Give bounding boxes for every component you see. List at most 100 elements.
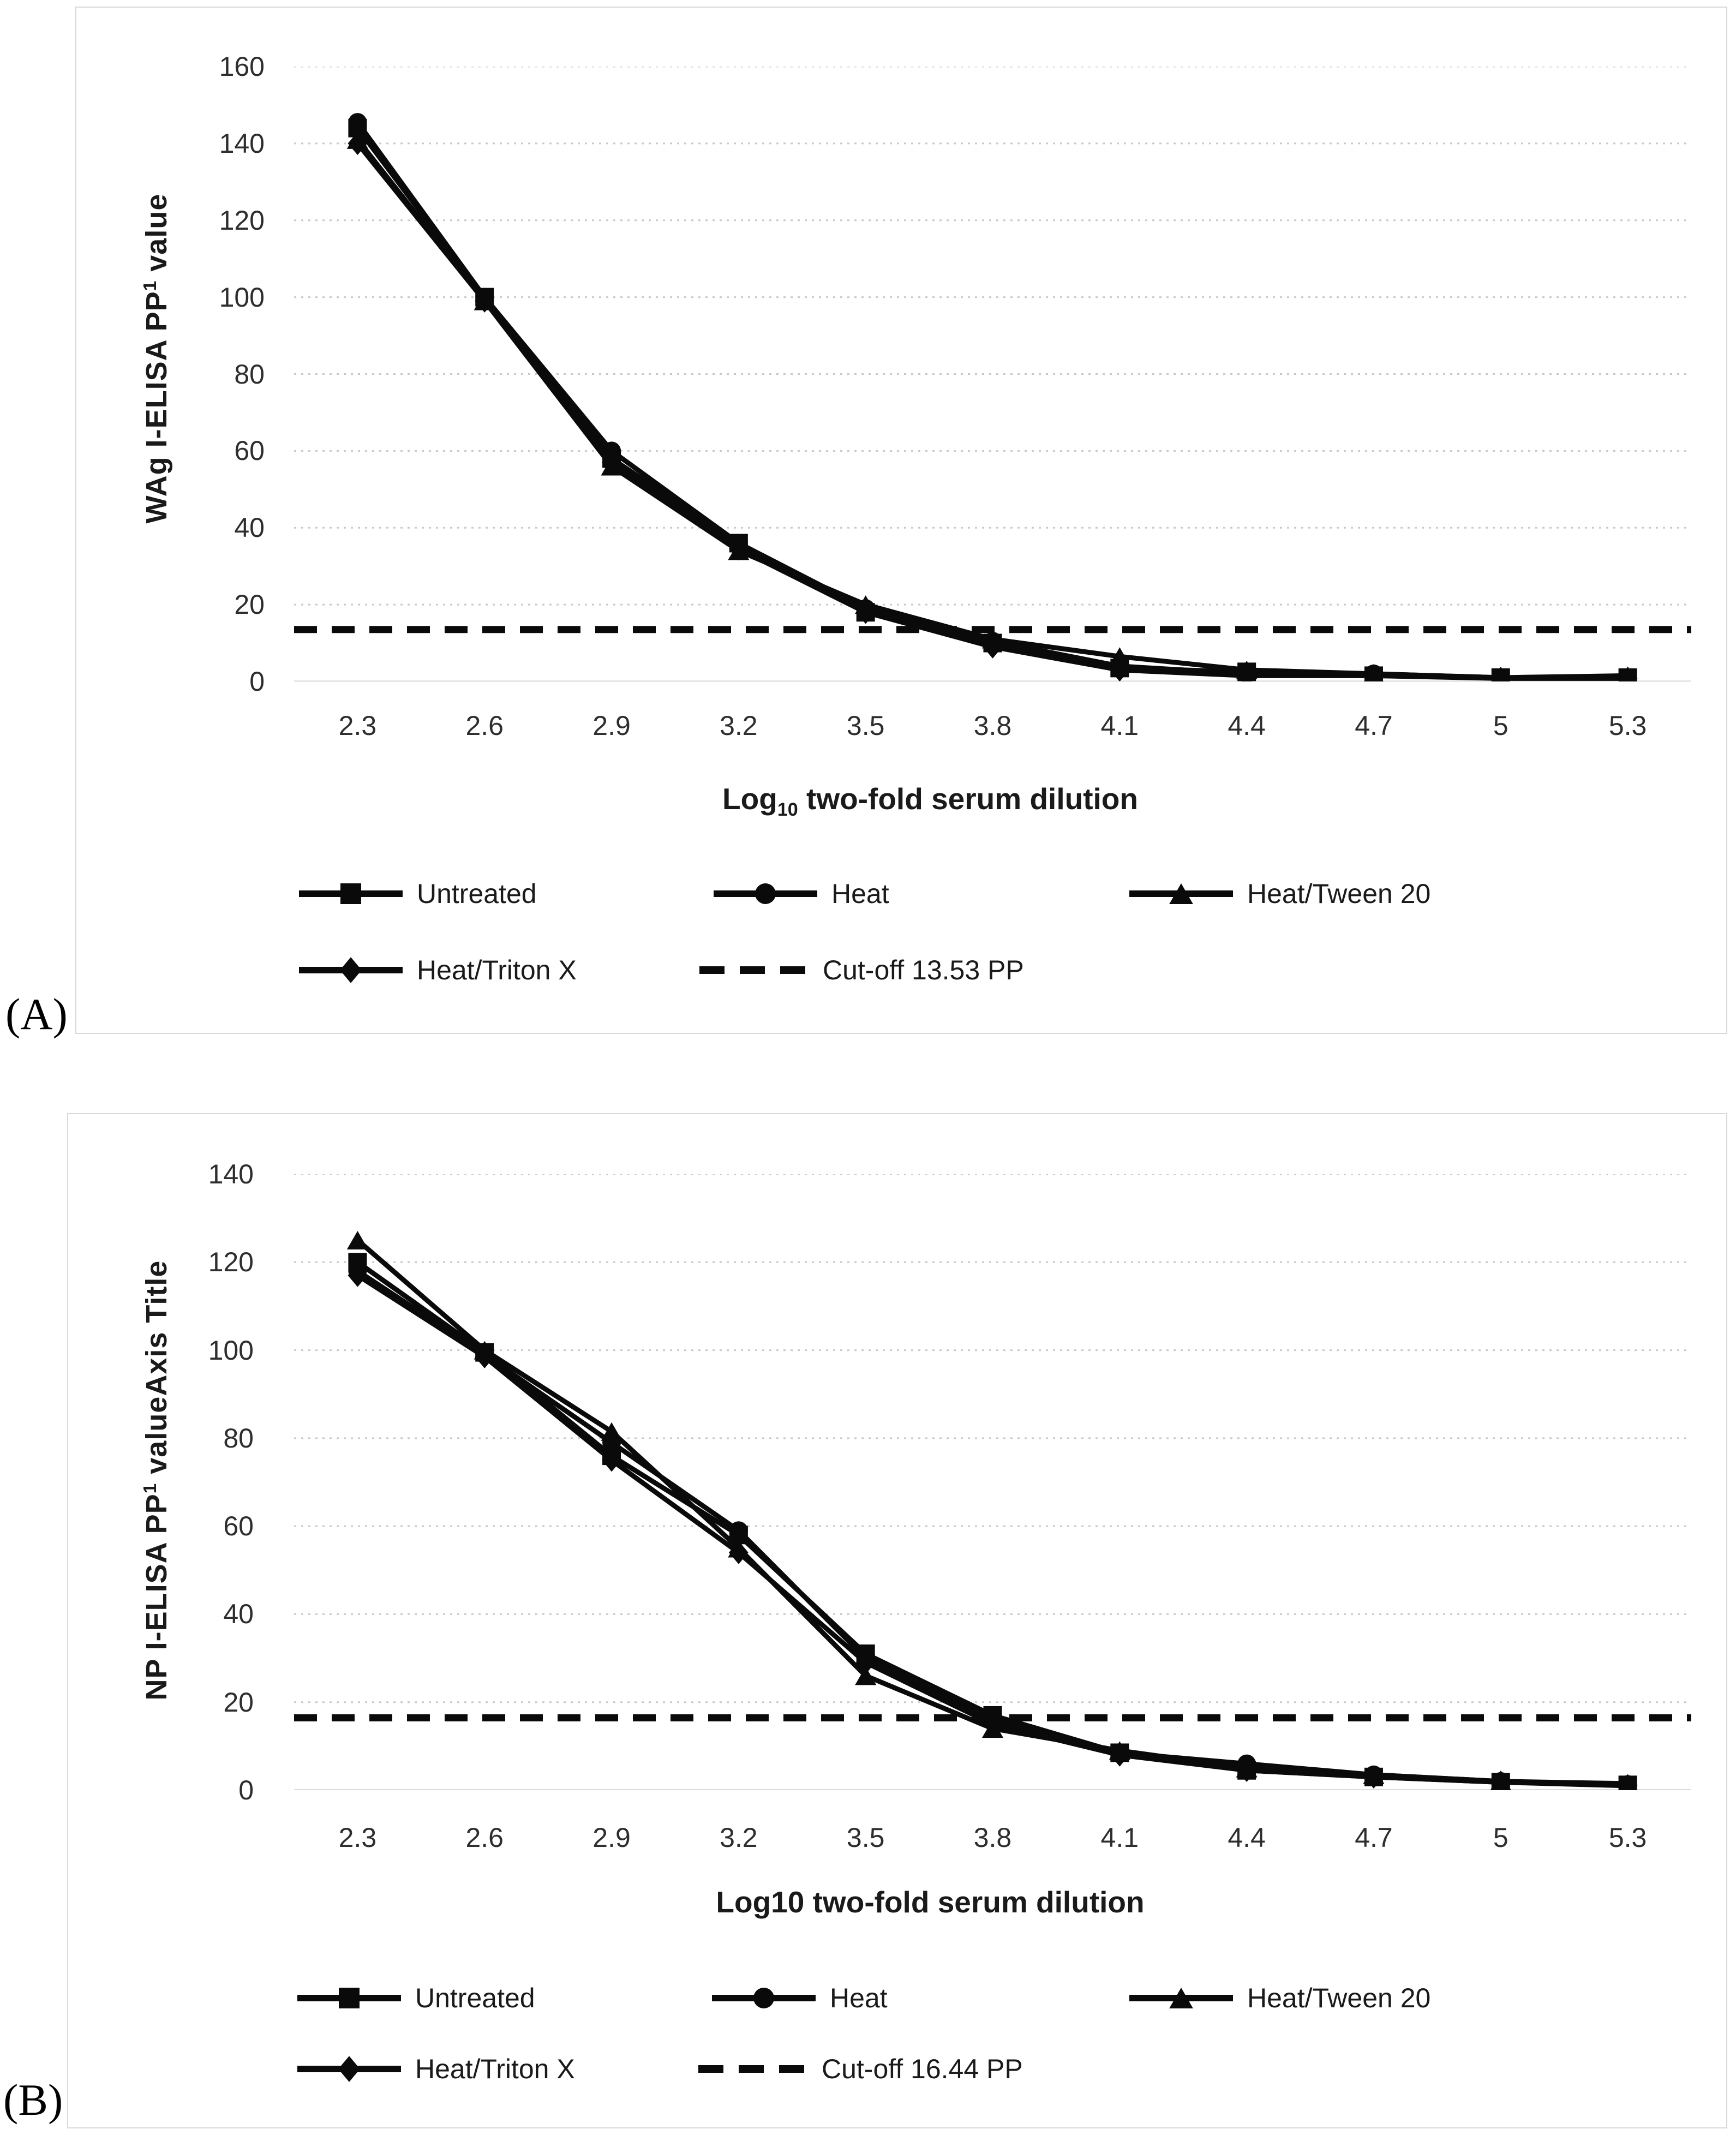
- y-tick-label: 20: [234, 589, 265, 620]
- plot-area-a: [294, 67, 1691, 681]
- triangle-marker: [855, 1666, 877, 1685]
- y-tick-label: 40: [223, 1599, 254, 1630]
- x-tick-label: 3.5: [846, 710, 885, 741]
- legend-label: Heat/Tween 20: [1247, 878, 1431, 909]
- diamond-marker: [855, 600, 876, 624]
- y-tick-label: 20: [223, 1686, 254, 1718]
- diamond-marker: [348, 1264, 368, 1287]
- triangle-marker: [346, 1230, 368, 1249]
- circle-marker-icon: [712, 1988, 816, 2008]
- superscript-1: 1: [140, 1482, 160, 1494]
- diamond-marker: [729, 537, 749, 561]
- legend-label: Heat/Tween 20: [1247, 1983, 1431, 2013]
- diamond-marker: [1618, 1774, 1638, 1790]
- x-tick-label: 2.6: [465, 710, 504, 741]
- diamond-marker: [983, 635, 1003, 659]
- y-tick-label: 0: [249, 666, 265, 697]
- plot-area-b: [294, 1174, 1691, 1790]
- legend-item-heat-triton-x: Heat/Triton X: [299, 950, 577, 990]
- y-tick-label: 140: [208, 1159, 254, 1189]
- circle-marker: [348, 113, 367, 132]
- series-line-heat: [355, 121, 1628, 680]
- diamond-marker: [1110, 658, 1130, 681]
- x-tick-label: 4.1: [1100, 1822, 1139, 1853]
- triangle-marker-icon: [1129, 883, 1233, 904]
- dashed-line-icon: [699, 966, 809, 974]
- x-tick-label: 3.2: [720, 1822, 758, 1853]
- legend-label: Cut-off 16.44 PP: [822, 2054, 1023, 2084]
- y-tick-label: 40: [234, 512, 265, 543]
- legend-label: Heat: [831, 878, 889, 909]
- x-tick-label: 5: [1493, 1822, 1508, 1853]
- diamond-marker: [1237, 664, 1256, 681]
- circle-marker: [729, 1521, 748, 1540]
- subscript-10: 10: [777, 799, 798, 820]
- diamond-marker-icon: [299, 957, 403, 983]
- triangle-marker-icon: [1129, 1988, 1233, 2008]
- diamond-marker: [602, 451, 621, 474]
- diamond-marker: [1618, 667, 1638, 681]
- legend-label: Heat/Triton X: [417, 955, 577, 985]
- diamond-marker: [1110, 1743, 1130, 1767]
- y-tick-label: 120: [219, 205, 265, 236]
- x-tick-label: 3.5: [846, 1822, 885, 1853]
- diamond-marker: [1490, 1771, 1511, 1790]
- x-axis-title-b-text: Log10 two-fold serum dilution: [716, 1885, 1145, 1919]
- y-tick-label: 160: [219, 51, 265, 82]
- legend-label: Untreated: [417, 878, 537, 909]
- y-tick-label: 60: [223, 1511, 254, 1542]
- legend-item-untreated: Untreated: [299, 874, 537, 913]
- circle-marker-icon: [714, 883, 817, 904]
- diamond-marker: [855, 1650, 876, 1674]
- y-tick-label: 80: [223, 1422, 254, 1454]
- x-tick-label: 3.2: [720, 710, 758, 741]
- diamond-marker: [475, 1345, 495, 1368]
- x-tick-label: 4.1: [1100, 710, 1139, 741]
- x-tick-label: 4.7: [1355, 1822, 1393, 1853]
- diamond-marker: [602, 1448, 621, 1472]
- x-tick-label: 2.6: [465, 1822, 504, 1853]
- legend-item-heat: Heat: [712, 1978, 888, 2018]
- diamond-marker-icon: [297, 2056, 401, 2082]
- y-tick-label: 60: [234, 435, 265, 467]
- legend-item-cut-off-16-44-pp: Cut-off 16.44 PP: [698, 2049, 1023, 2089]
- panel-label-a: (A): [5, 989, 68, 1039]
- y-tick-label: 0: [238, 1775, 254, 1805]
- series-line-untreated: [355, 126, 1628, 680]
- x-tick-label: 5.3: [1608, 1822, 1647, 1853]
- legend-item-heat-tween-20: Heat/Tween 20: [1129, 1978, 1430, 2018]
- y-tick-label: 120: [208, 1247, 254, 1278]
- legend-label: Cut-off 13.53 PP: [823, 955, 1024, 985]
- x-tick-label: 2.3: [338, 710, 377, 741]
- y-tick-label: 100: [219, 282, 265, 313]
- x-tick-label: 4.4: [1228, 710, 1266, 741]
- square-marker-icon: [299, 883, 403, 904]
- x-tick-label: 4.4: [1228, 1822, 1266, 1853]
- y-tick-label: 100: [208, 1335, 254, 1366]
- diamond-marker: [475, 289, 495, 313]
- y-tick-label: 80: [234, 358, 265, 390]
- y-axis-title-a-suffix: value: [140, 193, 173, 280]
- x-tick-label: 4.7: [1355, 710, 1393, 741]
- diamond-marker: [1364, 664, 1384, 681]
- legend-label: Untreated: [415, 1983, 535, 2013]
- panel-a: WAg I-ELISA PP1 value 160 140 120 100 80 60 40…: [75, 7, 1727, 1034]
- x-tick-label: 2.9: [592, 710, 631, 741]
- diamond-marker: [1237, 1759, 1256, 1782]
- legend-item-untreated: Untreated: [297, 1978, 535, 2018]
- panel-label-b: (B): [3, 2075, 63, 2125]
- legend-label: Heat: [830, 1983, 888, 2013]
- legend-item-heat-triton-x: Heat/Triton X: [297, 2049, 575, 2089]
- triangle-marker: [601, 1422, 622, 1441]
- x-axis-title-a-suffix: two-fold serum dilution: [798, 782, 1138, 816]
- x-tick-label: 5: [1493, 710, 1508, 741]
- legend-item-cut-off-13-53-pp: Cut-off 13.53 PP: [699, 950, 1024, 990]
- y-axis-title-a-text: WAg I-ELISA PP: [140, 291, 173, 524]
- x-tick-label: 3.8: [973, 1822, 1012, 1853]
- series-line-heat-triton-x: [355, 142, 1628, 681]
- y-axis-title-a: WAg I-ELISA PP1 value: [140, 17, 173, 699]
- x-tick-label: 5.3: [1608, 710, 1647, 741]
- diamond-marker: [729, 1541, 749, 1564]
- y-tick-label: 140: [219, 128, 265, 159]
